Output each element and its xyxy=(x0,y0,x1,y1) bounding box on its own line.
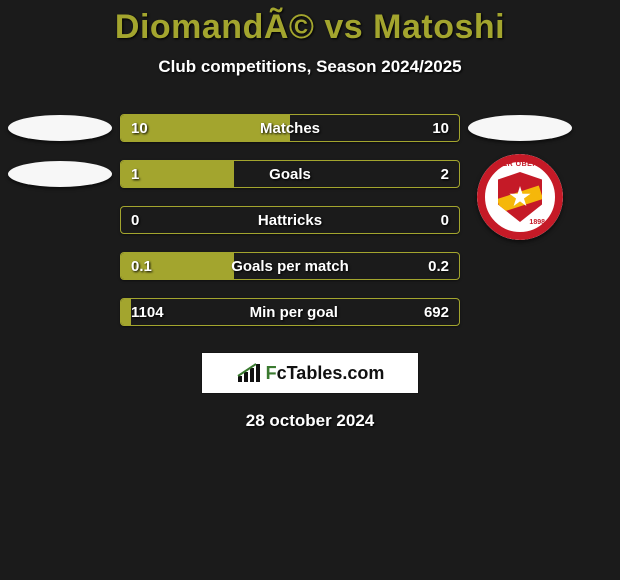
comparison-panel: DiomandÃ© vs Matoshi Club competitions, … xyxy=(0,0,620,431)
stat-label: Goals xyxy=(139,166,440,183)
stat-row: 0.1Goals per match0.2 xyxy=(0,243,620,289)
stat-right-value: 0 xyxy=(441,212,449,229)
right-side xyxy=(460,115,580,141)
stat-row: 10Matches10 xyxy=(0,105,620,151)
brand-logo[interactable]: FcTables.com xyxy=(202,353,418,393)
stat-right-value: 10 xyxy=(432,120,449,137)
chart-bars-icon xyxy=(236,362,262,384)
brand-text: FcTables.com xyxy=(266,363,385,384)
club-badge-icon: BERNER OBERLAND1898 xyxy=(477,154,563,240)
brand-name-rest: cTables xyxy=(277,363,343,383)
stat-label: Matches xyxy=(148,120,433,137)
stat-row: 1Goals2BERNER OBERLAND1898 xyxy=(0,151,620,197)
stat-left-value: 0.1 xyxy=(131,258,152,275)
brand-suffix: .com xyxy=(342,363,384,383)
stat-left-value: 10 xyxy=(131,120,148,137)
bar-values: 0.1Goals per match0.2 xyxy=(121,253,459,279)
page-title: DiomandÃ© vs Matoshi xyxy=(0,8,620,47)
stat-left-value: 1 xyxy=(131,166,139,183)
stat-rows: 10Matches101Goals2BERNER OBERLAND18980Ha… xyxy=(0,105,620,335)
stat-right-value: 0.2 xyxy=(428,258,449,275)
compare-bar: 10Matches10 xyxy=(120,114,460,142)
player-ellipse-icon xyxy=(468,115,572,141)
player-ellipse-icon xyxy=(8,161,112,187)
stat-left-value: 1104 xyxy=(131,304,164,321)
compare-bar: 1Goals2 xyxy=(120,160,460,188)
stat-row: 1104Min per goal692 xyxy=(0,289,620,335)
stat-right-value: 692 xyxy=(424,304,449,321)
date-label: 28 october 2024 xyxy=(0,411,620,431)
badge-year: 1898 xyxy=(529,219,545,226)
bar-values: 1Goals2 xyxy=(121,161,459,187)
left-side xyxy=(0,161,120,187)
bar-values: 10Matches10 xyxy=(121,115,459,141)
brand-initial: F xyxy=(266,363,277,383)
stat-label: Hattricks xyxy=(139,212,440,229)
stat-label: Goals per match xyxy=(152,258,428,275)
compare-bar: 0.1Goals per match0.2 xyxy=(120,252,460,280)
compare-bar: 0Hattricks0 xyxy=(120,206,460,234)
bar-values: 1104Min per goal692 xyxy=(121,299,459,325)
bar-values: 0Hattricks0 xyxy=(121,207,459,233)
left-side xyxy=(0,115,120,141)
stat-left-value: 0 xyxy=(131,212,139,229)
stat-right-value: 2 xyxy=(441,166,449,183)
stat-label: Min per goal xyxy=(164,304,424,321)
player-ellipse-icon xyxy=(8,115,112,141)
page-subtitle: Club competitions, Season 2024/2025 xyxy=(0,57,620,77)
compare-bar: 1104Min per goal692 xyxy=(120,298,460,326)
